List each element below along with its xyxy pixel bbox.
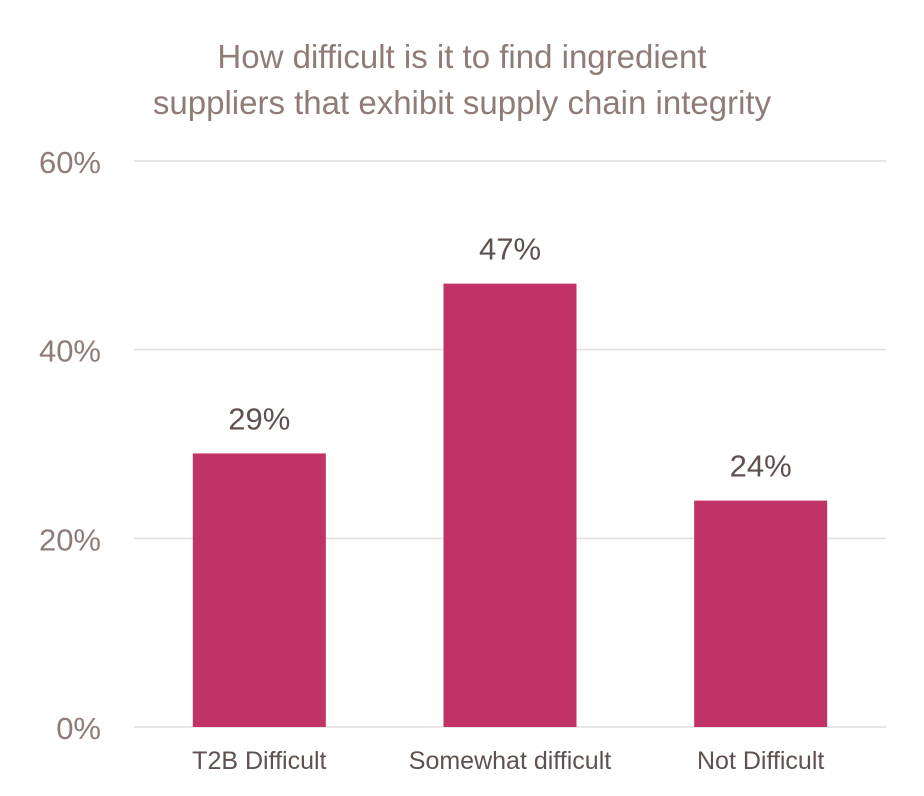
y-tick-label: 60%	[39, 145, 101, 180]
bar	[192, 453, 326, 727]
y-tick-label: 40%	[39, 334, 101, 369]
data-label: 47%	[479, 232, 541, 267]
y-tick-label: 20%	[39, 522, 101, 557]
data-label: 29%	[228, 401, 290, 436]
x-tick-label: Not Difficult	[697, 747, 824, 775]
chart-title-line-2: suppliers that exhibit supply chain inte…	[152, 84, 772, 121]
x-tick-label: T2B Difficult	[192, 747, 326, 775]
data-label: 24%	[730, 449, 792, 484]
y-tick-label: 0%	[56, 711, 101, 746]
bar	[443, 283, 577, 727]
x-tick-label: Somewhat difficult	[409, 747, 611, 775]
chart-title-line-1: How difficult is it to find ingredient	[217, 38, 707, 75]
bar	[694, 500, 828, 727]
